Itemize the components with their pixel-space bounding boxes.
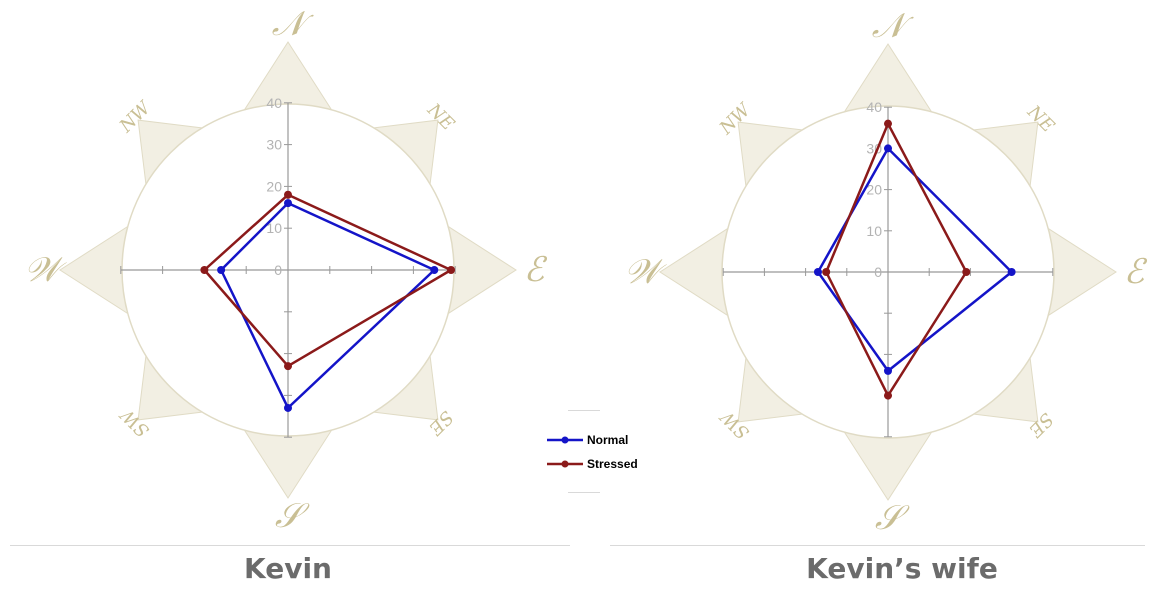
compass-label-n: 𝒩 xyxy=(272,4,315,44)
tick-label: 40 xyxy=(266,95,282,111)
compass-label-e: ℰ xyxy=(1124,252,1148,292)
data-point-stressed xyxy=(884,391,892,400)
axes: 0 10 20 30 40 xyxy=(120,95,456,438)
compass-label-s: 𝒮 xyxy=(275,496,310,536)
data-point-stressed xyxy=(447,266,456,274)
data-point-stressed xyxy=(284,190,292,199)
legend-label-stressed: Stressed xyxy=(587,457,638,471)
series-normal xyxy=(217,199,439,412)
tick-label: 30 xyxy=(266,137,282,153)
compass-label-e: ℰ xyxy=(524,250,548,290)
tick-label: 40 xyxy=(866,99,882,115)
data-point-normal xyxy=(430,266,439,274)
series-stressed xyxy=(200,190,456,371)
tick-label: 0 xyxy=(874,264,882,280)
tick-label: 20 xyxy=(266,178,282,194)
data-point-stressed xyxy=(884,119,892,128)
data-point-normal xyxy=(284,403,292,412)
chart-panel-kevins-wife: 𝒩 NE ℰ SE 𝒮 SW 𝒲 NW 0 10 20 30 40 xyxy=(600,0,1153,589)
legend-item-normal: Normal xyxy=(545,432,655,448)
legend-marker-stressed xyxy=(547,460,583,468)
data-point-stressed xyxy=(200,266,209,274)
legend-marker-normal xyxy=(547,436,583,444)
chart-panel-kevin: 𝒩 NE ℰ SE 𝒮 SW 𝒲 NW 0 10 20 30 40 xyxy=(0,0,575,589)
data-point-normal xyxy=(884,144,892,153)
divider-left xyxy=(10,545,570,546)
compass-label-n: 𝒩 xyxy=(872,6,915,46)
data-point-stressed xyxy=(822,268,831,276)
data-point-normal xyxy=(1007,268,1016,276)
caption-kevins-wife: Kevin’s wife xyxy=(806,552,998,585)
data-point-stressed xyxy=(284,362,292,371)
tick-label: 20 xyxy=(866,182,882,198)
divider-mid-bottom xyxy=(568,492,600,493)
legend-item-stressed: Stressed xyxy=(545,456,655,472)
tick-label: 10 xyxy=(266,220,282,236)
tick-label: 10 xyxy=(866,223,882,239)
data-point-stressed xyxy=(962,268,971,276)
series-stressed xyxy=(822,119,971,400)
caption-kevin: Kevin xyxy=(244,552,332,585)
data-point-normal xyxy=(217,266,226,274)
series-normal xyxy=(813,144,1016,375)
divider-mid-top xyxy=(568,410,600,411)
tick-label: 0 xyxy=(274,262,282,278)
data-point-normal xyxy=(884,366,892,375)
data-point-normal xyxy=(284,199,292,208)
divider-right xyxy=(610,545,1145,546)
data-point-normal xyxy=(813,268,822,276)
compass-label-s: 𝒮 xyxy=(875,498,910,538)
legend: Normal Stressed xyxy=(545,430,655,476)
legend-label-normal: Normal xyxy=(587,433,629,447)
